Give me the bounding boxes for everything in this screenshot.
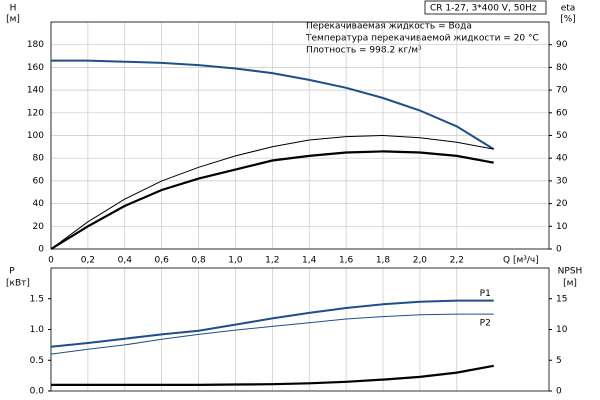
y2-tick-label: 5 bbox=[556, 356, 562, 366]
y2-axis-unit: [м] bbox=[563, 279, 577, 289]
y-tick-label: 80 bbox=[33, 154, 45, 164]
y2-tick-label: 50 bbox=[556, 131, 568, 141]
data-line bbox=[50, 299, 494, 348]
info-box-text: CR 1-27, 3*400 V, 50Hz bbox=[430, 4, 537, 14]
x-tick-label: 0,2 bbox=[81, 256, 95, 266]
y-tick-label: 60 bbox=[33, 176, 45, 186]
y2-tick-label: 70 bbox=[556, 86, 568, 96]
x-axis-title: Q [м³/ч] bbox=[503, 256, 539, 266]
y-axis-unit: [м] bbox=[6, 15, 20, 25]
y-tick-label: 40 bbox=[33, 199, 45, 209]
annotation: Температура перекачиваемой жидкости = 20… bbox=[305, 34, 539, 44]
data-line bbox=[51, 59, 495, 150]
y2-tick-label: 80 bbox=[556, 63, 568, 73]
y2-tick-label: 90 bbox=[556, 40, 568, 50]
data-line bbox=[50, 313, 494, 355]
y-tick-label: 0 bbox=[38, 245, 44, 255]
x-tick-label: 1,0 bbox=[228, 256, 243, 266]
data-line bbox=[51, 364, 494, 386]
y-tick-label: 0.0 bbox=[30, 387, 45, 397]
x-tick-label: 1,6 bbox=[339, 256, 354, 266]
x-tick-label: 1,8 bbox=[376, 256, 391, 266]
y2-tick-label: 10 bbox=[556, 325, 568, 335]
y2-tick-label: 30 bbox=[556, 176, 568, 186]
y-tick-label: 140 bbox=[27, 86, 44, 96]
x-tick-label: 0,8 bbox=[191, 256, 206, 266]
x-tick-label: 0 bbox=[48, 256, 54, 266]
x-tick-label: 2,0 bbox=[413, 256, 428, 266]
y-tick-label: 160 bbox=[27, 63, 44, 73]
y-tick-label: 1.0 bbox=[30, 325, 45, 335]
x-tick-label: 0,4 bbox=[118, 256, 133, 266]
y2-tick-label: 20 bbox=[556, 199, 568, 209]
y-axis-title: P bbox=[9, 267, 15, 277]
y-tick-label: 100 bbox=[27, 131, 44, 141]
series-label: P1 bbox=[480, 289, 491, 299]
y-tick-label: 1.5 bbox=[30, 294, 44, 304]
x-tick-label: 0,6 bbox=[155, 256, 170, 266]
annotation: Перекачиваемая жидкость = Вода bbox=[306, 22, 472, 32]
y2-axis-unit: [%] bbox=[560, 15, 576, 25]
plot-frame bbox=[50, 21, 550, 250]
data-line bbox=[50, 150, 494, 250]
x-tick-label: 2,2 bbox=[450, 256, 464, 266]
y-tick-label: 120 bbox=[27, 108, 44, 118]
series-label: P2 bbox=[480, 319, 491, 329]
y2-tick-label: 10 bbox=[556, 222, 568, 232]
y2-tick-label: 0 bbox=[556, 387, 562, 397]
y-tick-label: 180 bbox=[27, 40, 44, 50]
y-axis-unit: [кВт] bbox=[6, 279, 30, 289]
y-tick-label: 0.5 bbox=[30, 356, 44, 366]
y2-tick-label: 15 bbox=[556, 294, 567, 304]
info-box bbox=[424, 0, 547, 15]
y2-tick-label: 40 bbox=[556, 154, 568, 164]
plot-frame bbox=[50, 267, 550, 392]
y2-axis-title: NPSH bbox=[558, 267, 583, 277]
x-tick-label: 1,2 bbox=[265, 256, 279, 266]
y-tick-label: 20 bbox=[33, 222, 45, 232]
x-tick-label: 1,4 bbox=[302, 256, 317, 266]
data-line bbox=[50, 134, 494, 250]
y2-tick-label: 0 bbox=[556, 245, 562, 255]
annotation: Плотность = 998.2 кг/м³ bbox=[306, 46, 422, 56]
y-axis-title: H bbox=[10, 4, 17, 14]
y2-tick-label: 60 bbox=[556, 108, 568, 118]
y2-axis-title: eta bbox=[561, 4, 576, 14]
